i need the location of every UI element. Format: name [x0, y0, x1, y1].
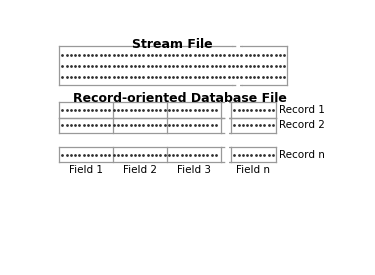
Text: Record 2: Record 2: [279, 120, 325, 130]
Text: Field 3: Field 3: [177, 165, 211, 175]
Text: Record 1: Record 1: [279, 105, 325, 115]
Text: Stream File: Stream File: [132, 39, 213, 51]
Text: Record-oriented Database File: Record-oriented Database File: [73, 92, 287, 105]
Text: Field 1: Field 1: [69, 165, 103, 175]
Text: Field n: Field n: [236, 165, 270, 175]
Text: Record n: Record n: [279, 150, 325, 160]
Text: Field 2: Field 2: [123, 165, 157, 175]
